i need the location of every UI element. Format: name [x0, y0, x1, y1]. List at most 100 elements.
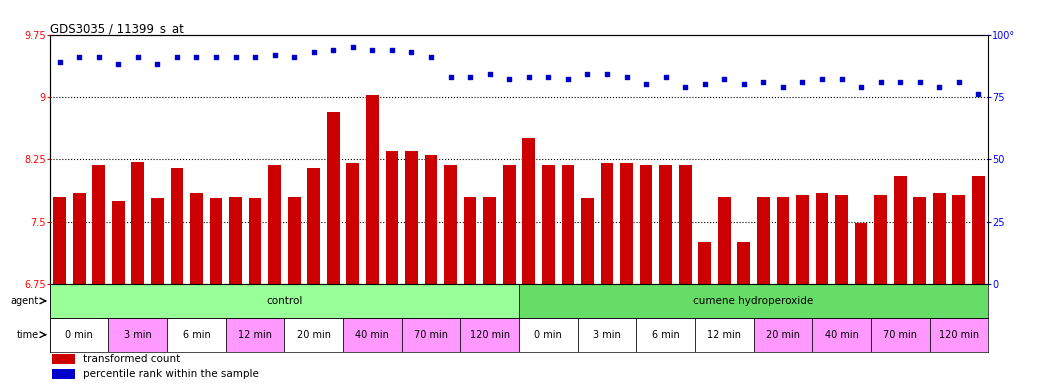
- Point: [130, 54, 146, 60]
- FancyBboxPatch shape: [871, 318, 930, 352]
- Bar: [874, 195, 887, 284]
- FancyBboxPatch shape: [50, 318, 108, 352]
- Bar: [757, 197, 770, 284]
- Text: 40 min: 40 min: [355, 330, 389, 340]
- FancyBboxPatch shape: [930, 318, 988, 352]
- Point: [247, 54, 264, 60]
- FancyBboxPatch shape: [577, 318, 636, 352]
- Bar: [699, 242, 711, 284]
- Bar: [229, 197, 242, 284]
- Text: 0 min: 0 min: [535, 330, 563, 340]
- Point: [501, 76, 518, 83]
- Text: 120 min: 120 min: [469, 330, 510, 340]
- Bar: [347, 164, 359, 284]
- Bar: [132, 162, 144, 284]
- FancyBboxPatch shape: [636, 318, 695, 352]
- Point: [599, 71, 616, 78]
- Text: time: time: [17, 330, 38, 340]
- Bar: [737, 242, 750, 284]
- Point: [285, 54, 302, 60]
- Bar: [953, 195, 965, 284]
- Bar: [327, 112, 339, 284]
- FancyBboxPatch shape: [402, 318, 461, 352]
- Text: percentile rank within the sample: percentile rank within the sample: [83, 369, 258, 379]
- Bar: [522, 139, 536, 284]
- Text: control: control: [266, 296, 303, 306]
- Text: 70 min: 70 min: [414, 330, 448, 340]
- Point: [364, 46, 381, 53]
- Point: [149, 61, 166, 68]
- Bar: [366, 95, 379, 284]
- Point: [345, 44, 361, 50]
- Bar: [112, 201, 125, 284]
- Point: [227, 54, 244, 60]
- Point: [619, 74, 635, 80]
- Text: agent: agent: [10, 296, 38, 306]
- Point: [736, 81, 753, 88]
- Point: [872, 79, 889, 85]
- Point: [677, 84, 693, 90]
- Bar: [425, 155, 437, 284]
- Bar: [170, 167, 184, 284]
- Point: [892, 79, 908, 85]
- Point: [637, 81, 654, 88]
- Text: transformed count: transformed count: [83, 354, 180, 364]
- Point: [520, 74, 537, 80]
- Bar: [542, 165, 554, 284]
- Point: [696, 81, 713, 88]
- Text: 0 min: 0 min: [65, 330, 93, 340]
- Point: [325, 46, 342, 53]
- Text: 6 min: 6 min: [652, 330, 680, 340]
- Point: [384, 46, 401, 53]
- Text: cumene hydroperoxide: cumene hydroperoxide: [693, 296, 814, 306]
- Bar: [484, 197, 496, 284]
- FancyBboxPatch shape: [461, 318, 519, 352]
- Point: [442, 74, 459, 80]
- Bar: [679, 165, 691, 284]
- FancyBboxPatch shape: [50, 284, 519, 318]
- Point: [931, 84, 948, 90]
- Bar: [405, 151, 418, 284]
- Text: GDS3035 / 11399_s_at: GDS3035 / 11399_s_at: [50, 22, 184, 35]
- FancyBboxPatch shape: [519, 284, 988, 318]
- Point: [482, 71, 498, 78]
- Bar: [816, 192, 828, 284]
- Text: 20 min: 20 min: [297, 330, 331, 340]
- Point: [110, 61, 127, 68]
- Bar: [52, 354, 75, 364]
- Text: 20 min: 20 min: [766, 330, 800, 340]
- Point: [422, 54, 439, 60]
- Point: [716, 76, 733, 83]
- FancyBboxPatch shape: [343, 318, 402, 352]
- Text: 70 min: 70 min: [883, 330, 918, 340]
- Bar: [659, 165, 672, 284]
- Point: [755, 79, 771, 85]
- Bar: [854, 223, 868, 284]
- Bar: [464, 197, 476, 284]
- Bar: [444, 165, 457, 284]
- Bar: [776, 197, 789, 284]
- FancyBboxPatch shape: [225, 318, 284, 352]
- Bar: [639, 165, 653, 284]
- Bar: [92, 165, 105, 284]
- Point: [168, 54, 185, 60]
- Point: [794, 79, 811, 85]
- Point: [305, 49, 322, 55]
- Point: [814, 76, 830, 83]
- Bar: [52, 369, 75, 379]
- Point: [90, 54, 107, 60]
- Point: [559, 76, 576, 83]
- Point: [834, 76, 850, 83]
- Text: 40 min: 40 min: [824, 330, 858, 340]
- Bar: [972, 176, 985, 284]
- Point: [403, 49, 419, 55]
- Point: [71, 54, 87, 60]
- Bar: [307, 167, 320, 284]
- Point: [853, 84, 870, 90]
- Bar: [913, 197, 926, 284]
- Bar: [502, 165, 516, 284]
- Point: [188, 54, 204, 60]
- Bar: [210, 199, 222, 284]
- Text: 120 min: 120 min: [938, 330, 979, 340]
- Point: [579, 71, 596, 78]
